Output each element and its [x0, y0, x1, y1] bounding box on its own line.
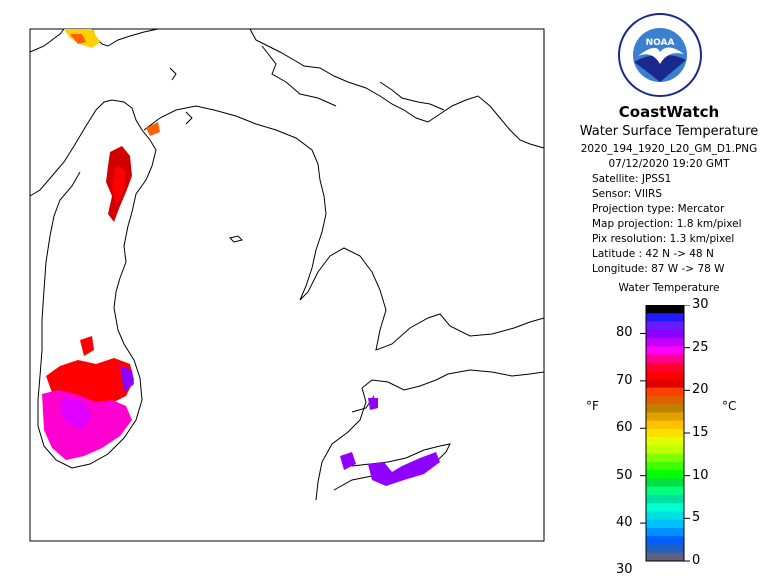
- logo-text: NOAA: [646, 38, 675, 48]
- scale-swatch: [646, 395, 684, 405]
- map-frame: [29, 28, 545, 542]
- temp-patch-green-bay-red: [112, 166, 126, 204]
- metadata-details: Satellite: JPSS1 Sensor: VIIRS Projectio…: [592, 172, 782, 277]
- f-tick-label: 60: [616, 420, 633, 436]
- scale-swatch: [646, 379, 684, 389]
- scale-swatch: [646, 437, 684, 446]
- scale-swatch: [646, 420, 684, 430]
- temp-patch-chicago: [80, 336, 94, 356]
- scale-swatch: [646, 362, 684, 372]
- scale-swatch: [646, 338, 684, 347]
- scale-swatch: [646, 412, 684, 422]
- f-tick-label: 30: [616, 562, 633, 577]
- product-title: Water Surface Temperature: [579, 124, 759, 139]
- scale-swatch: [646, 354, 684, 364]
- scale-swatch: [646, 511, 684, 521]
- scale-swatch: [646, 305, 684, 314]
- water-temperature-map: [29, 28, 545, 542]
- scale-swatch: [646, 453, 684, 463]
- scale-swatch: [646, 503, 684, 512]
- file-name: 2020_194_1920_L20_GM_D1.PNG: [580, 143, 758, 155]
- scale-swatch: [646, 552, 684, 562]
- scale-swatch: [646, 519, 684, 529]
- latitude: Latitude : 42 N -> 48 N: [592, 248, 714, 260]
- scale-swatch: [646, 404, 684, 413]
- temperature-color-scale: [640, 305, 690, 562]
- lake-michigan-shoreline: [29, 99, 157, 469]
- logo-bird-icon: [638, 47, 684, 64]
- c-tick-label: 25: [692, 339, 709, 355]
- c-tick-label: 30: [692, 297, 709, 312]
- f-tick-label: 80: [616, 325, 633, 341]
- scale-swatch: [646, 461, 684, 471]
- brand-title: CoastWatch: [618, 103, 720, 121]
- temp-patch-erie-west: [340, 452, 356, 470]
- temp-patch-south-michigan-magenta: [60, 396, 92, 430]
- scale-swatch: [646, 544, 684, 554]
- scale-swatch: [646, 486, 684, 496]
- scale-title: Water Temperature: [618, 282, 720, 294]
- date-time: 07/12/2020 19:20 GMT: [608, 158, 730, 170]
- satellite: Satellite: JPSS1: [592, 173, 672, 185]
- scale-swatch: [646, 313, 684, 323]
- map-projection: Map projection: 1.8 km/pixel: [592, 218, 742, 230]
- shoreline-detail: [169, 45, 445, 125]
- scale-swatch: [646, 371, 684, 380]
- temp-patch-south-michigan-purple: [120, 366, 134, 392]
- scale-swatch: [646, 329, 684, 339]
- f-tick-label: 70: [616, 372, 633, 388]
- f-tick-label: 40: [616, 515, 633, 531]
- scale-swatch: [646, 527, 684, 537]
- scale-swatch: [646, 428, 684, 438]
- logo-water: [634, 55, 686, 82]
- temp-patch-orange-bay: [146, 122, 160, 136]
- temp-patch-erie-purple: [368, 452, 440, 486]
- lake-huron-shoreline: [143, 105, 545, 351]
- scale-swatch: [646, 536, 684, 545]
- c-tick-label: 15: [692, 425, 709, 440]
- scale-swatch: [646, 470, 684, 479]
- scale-swatch: [646, 445, 684, 455]
- c-tick-label: 20: [692, 382, 709, 398]
- temp-patch-superior-orange: [70, 34, 86, 44]
- scale-swatch: [646, 346, 684, 356]
- longitude: Longitude: 87 W -> 78 W: [592, 263, 725, 275]
- c-tick-label: 10: [692, 467, 709, 483]
- metadata-block: 2020_194_1920_L20_GM_D1.PNG 07/12/2020 1…: [556, 142, 782, 172]
- projection-type: Projection type: Mercator: [592, 203, 725, 215]
- c-tick-label: 5: [692, 510, 701, 526]
- unit-celsius: °C: [722, 399, 737, 413]
- c-tick-label: 0: [692, 553, 701, 568]
- scale-swatch: [646, 321, 684, 331]
- pix-resolution: Pix resolution: 1.3 km/pixel: [592, 233, 735, 245]
- unit-fahrenheit: °F: [586, 399, 599, 413]
- scale-swatch: [646, 494, 684, 504]
- scale-swatch: [646, 478, 684, 488]
- scale-swatch: [646, 387, 684, 397]
- sensor: Sensor: VIIRS: [592, 188, 663, 200]
- f-tick-label: 50: [616, 467, 633, 483]
- temp-patch-st-clair: [368, 398, 378, 410]
- noaa-logo: NOAA: [618, 13, 702, 97]
